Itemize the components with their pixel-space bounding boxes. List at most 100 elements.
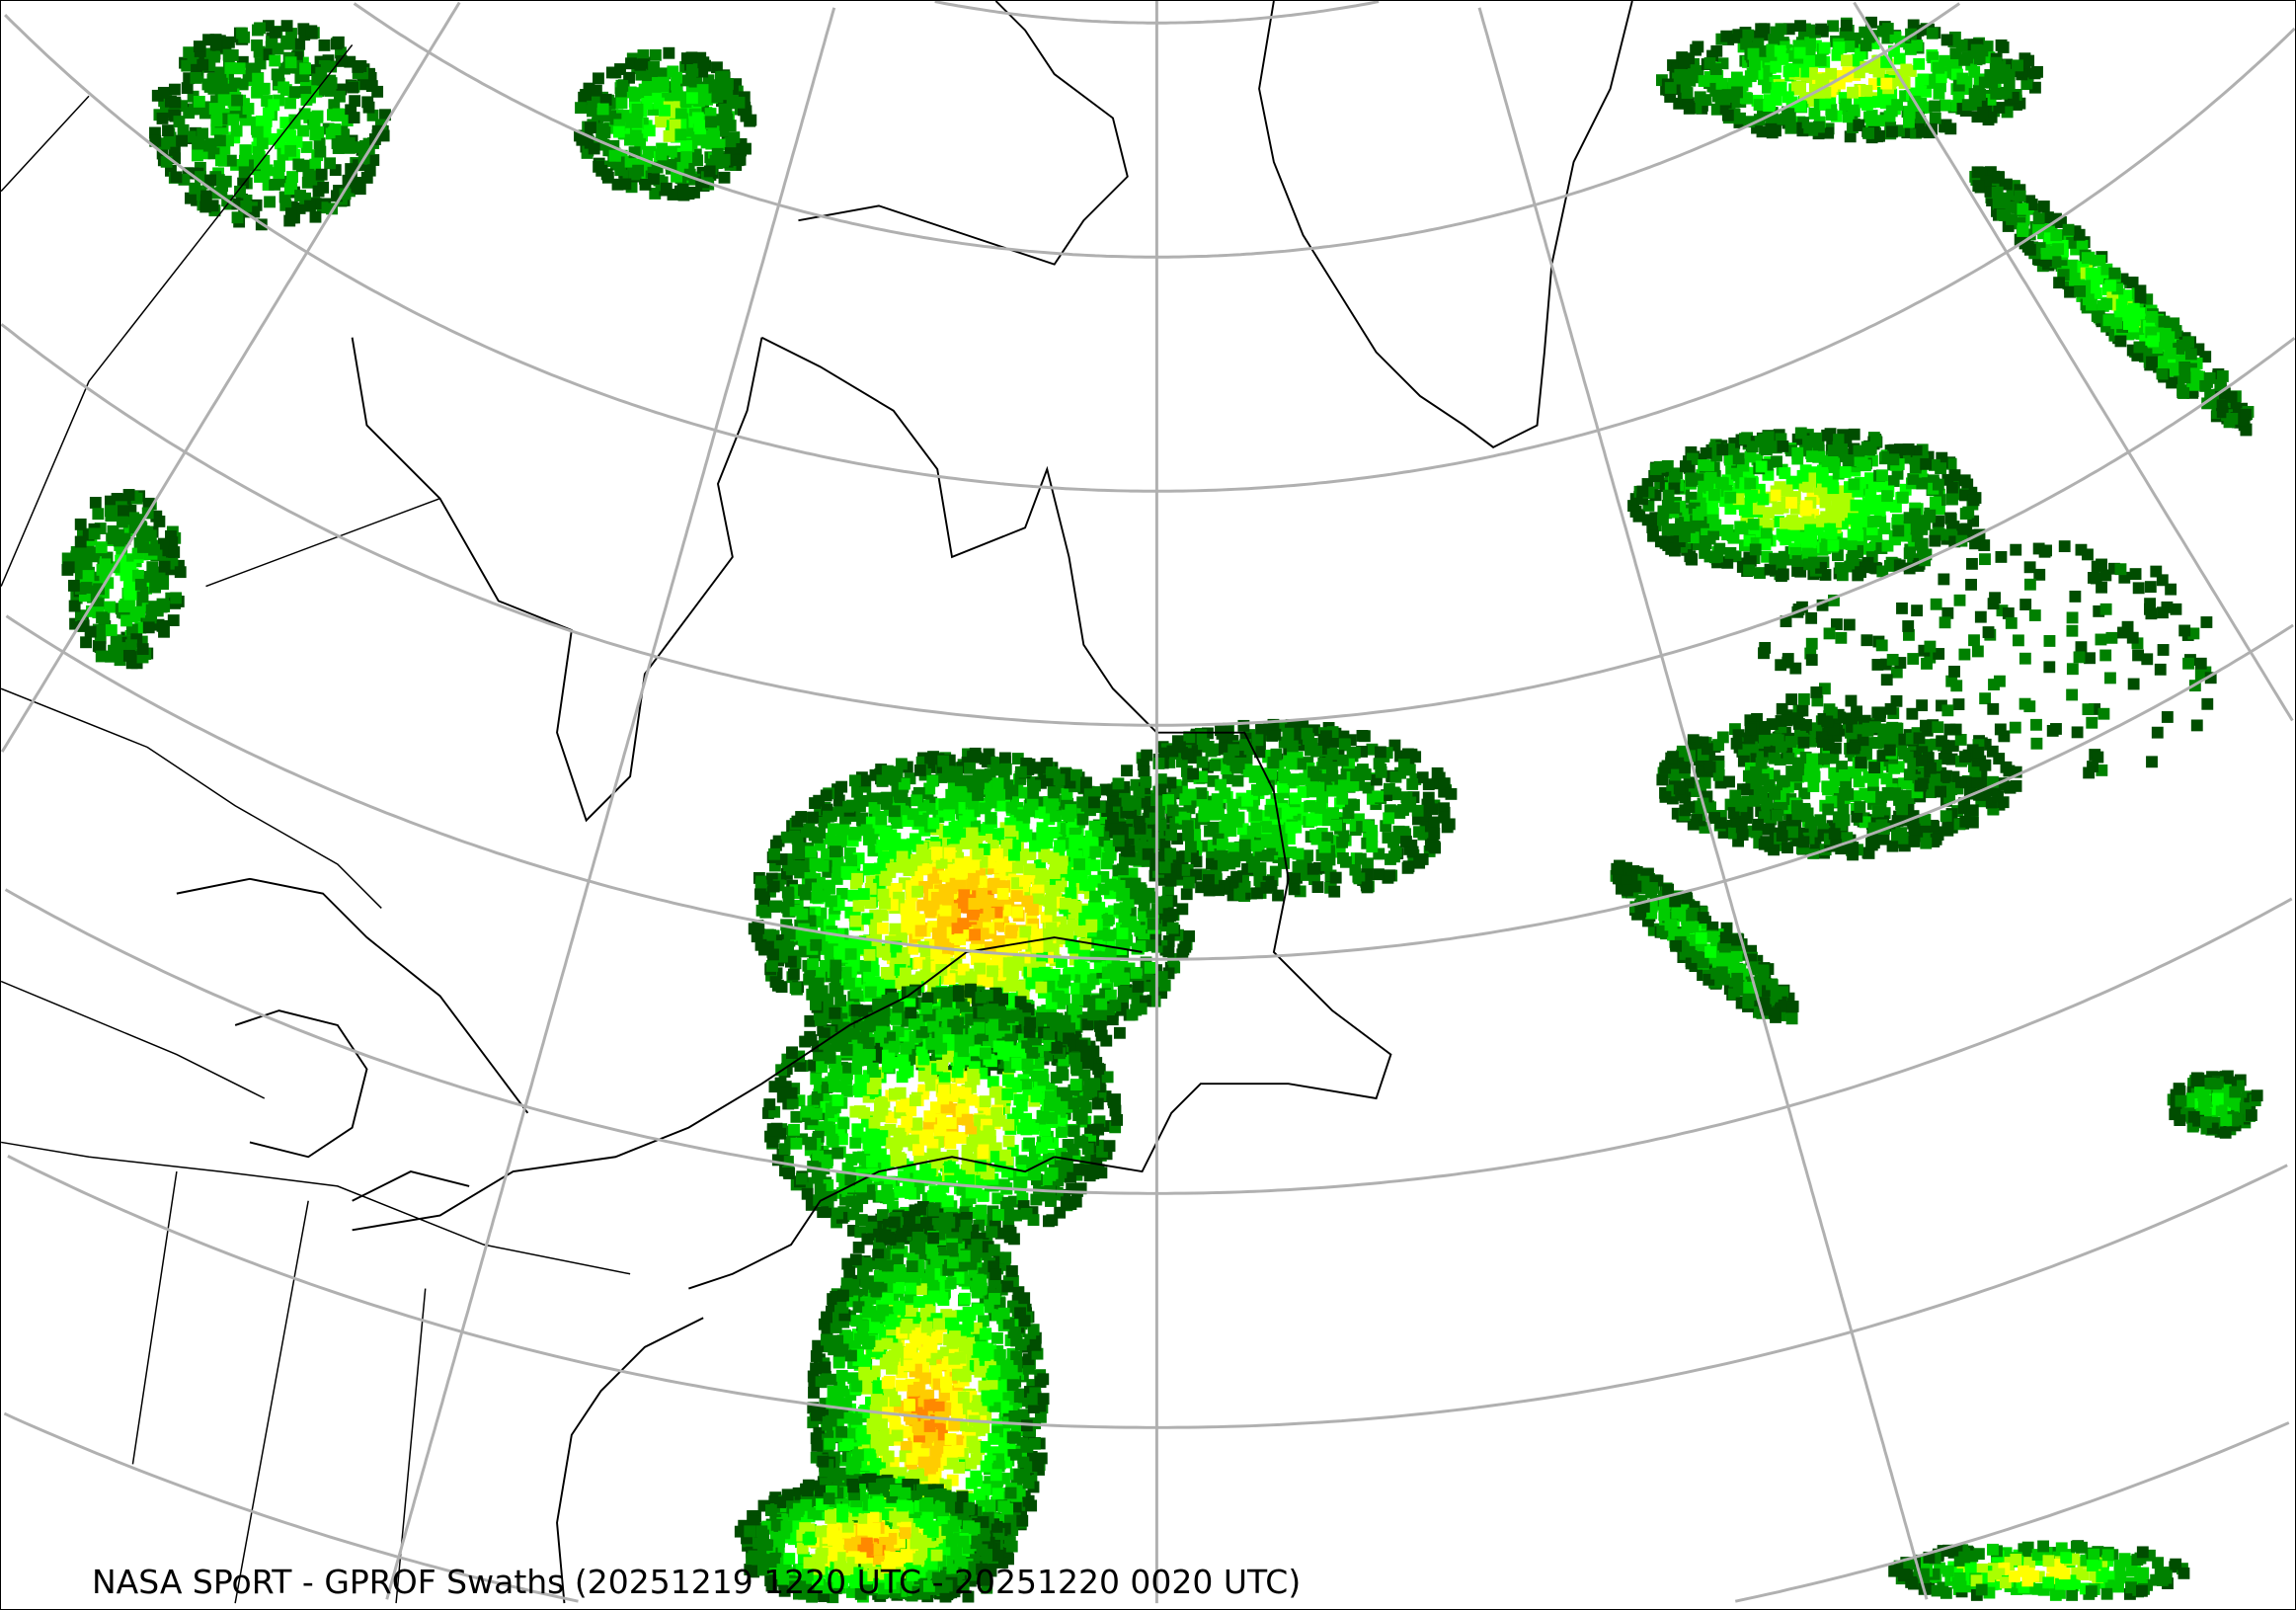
precip-pixel <box>979 753 991 765</box>
precip-pixel <box>923 782 936 795</box>
precip-pixel <box>805 1138 818 1151</box>
precip-pixel <box>812 1049 825 1062</box>
precip-pixel <box>875 1347 888 1360</box>
precip-pixel <box>852 1242 865 1253</box>
precip-pixel <box>881 1259 894 1272</box>
precip-pixel <box>890 1056 903 1069</box>
precip-pixel <box>858 774 871 787</box>
precip-pixel <box>910 1312 922 1325</box>
precip-pixel <box>862 1037 875 1049</box>
precip-pixel <box>896 850 909 863</box>
precip-pixel <box>764 928 776 941</box>
precip-pixel <box>988 1260 1000 1273</box>
precip-pixel <box>845 1586 858 1598</box>
precip-pixel <box>885 1315 898 1328</box>
precip-pixel <box>1026 1156 1039 1168</box>
precip-pixel <box>924 1008 937 1021</box>
precip-pixel <box>767 880 780 893</box>
precip-pixel <box>1073 974 1086 987</box>
precip-pixel <box>986 1226 998 1239</box>
precip-pixel <box>1002 1317 1015 1329</box>
precip-pixel <box>960 1064 973 1077</box>
precip-pixel <box>781 886 794 899</box>
precip-pixel <box>1041 758 1054 769</box>
precip-pixel <box>818 942 831 955</box>
precip-pixel <box>892 1001 905 1013</box>
precip-pixel <box>1081 1018 1094 1031</box>
precip-pixel <box>858 1131 870 1144</box>
precip-pixel <box>805 845 817 858</box>
precip-pixel <box>840 1044 853 1056</box>
precip-pixel <box>956 1132 968 1144</box>
precip-pixel <box>841 1162 854 1174</box>
precip-pixel <box>983 908 995 920</box>
precip-pixel <box>876 945 889 958</box>
precip-pixel <box>917 1456 930 1469</box>
precip-pixel <box>1164 872 1177 885</box>
precip-pixel <box>922 959 935 972</box>
precip-pixel <box>929 1583 941 1595</box>
precip-pixel <box>859 938 872 951</box>
precip-pixel <box>862 1555 875 1568</box>
precip-pixel <box>895 839 908 851</box>
precip-pixel <box>878 850 890 863</box>
precip-pixel <box>927 1281 940 1294</box>
precip-pixel <box>912 1169 925 1182</box>
precip-pixel <box>1012 952 1025 965</box>
precip-pixel <box>882 1192 895 1205</box>
precip-pixel <box>1088 796 1100 809</box>
precip-pixel <box>819 1361 831 1374</box>
precip-pixel <box>889 770 902 782</box>
precip-pixel <box>886 1467 898 1480</box>
precip-pixel <box>841 1257 854 1270</box>
precip-pixel <box>854 1074 867 1087</box>
precip-pixel <box>1049 1158 1061 1170</box>
precip-pixel <box>768 847 780 860</box>
precip-pixel <box>845 1427 858 1440</box>
precip-pixel <box>926 1317 939 1329</box>
precip-pixel <box>1037 931 1050 944</box>
precip-pixel <box>836 1301 849 1314</box>
precip-pixel <box>990 1151 1002 1164</box>
precip-pixel <box>909 1442 921 1455</box>
precip-pixel <box>1102 851 1114 864</box>
precip-pixel <box>1019 926 1032 938</box>
precip-pixel <box>850 1412 863 1425</box>
precip-pixel <box>774 1127 787 1140</box>
precip-pixel <box>805 1198 818 1211</box>
precip-pixel <box>1069 1164 1082 1175</box>
precip-pixel <box>1086 936 1099 949</box>
precip-pixel <box>1006 1524 1019 1536</box>
precip-pixel <box>942 1034 955 1046</box>
precip-pixel <box>1162 967 1175 980</box>
precip-pixel <box>976 855 989 868</box>
precip-pixel <box>831 1147 844 1160</box>
precip-pixel <box>1092 1123 1105 1136</box>
precip-pixel <box>807 1370 820 1383</box>
precip-pixel <box>1155 971 1168 983</box>
precip-pixel <box>831 1094 844 1107</box>
precip-pixel <box>1004 817 1017 830</box>
precip-pixel <box>1033 806 1046 819</box>
precip-pixel <box>972 768 985 781</box>
precip-pixel <box>874 822 887 835</box>
precip-pixel <box>873 1269 886 1282</box>
precip-pixel <box>891 860 904 873</box>
precip-pixel <box>898 777 910 790</box>
precip-pixel <box>754 938 767 951</box>
precip-pixel <box>1030 1070 1043 1083</box>
precip-pixel <box>955 1259 968 1272</box>
precip-pixel <box>825 1414 837 1427</box>
precip-pixel <box>886 1329 899 1341</box>
precip-pixel <box>904 1563 915 1574</box>
precip-pixel <box>975 1411 988 1423</box>
precip-pixel <box>1142 968 1154 980</box>
precip-pixel <box>851 1200 863 1213</box>
precip-pixel <box>881 1337 894 1350</box>
precip-pixel <box>991 1488 1004 1500</box>
precip-pixel <box>815 1376 828 1389</box>
precip-pixel <box>1102 929 1115 941</box>
precip-pixel <box>999 847 1012 860</box>
precip-pixel <box>1042 1153 1055 1165</box>
precip-pixel <box>979 1328 991 1340</box>
